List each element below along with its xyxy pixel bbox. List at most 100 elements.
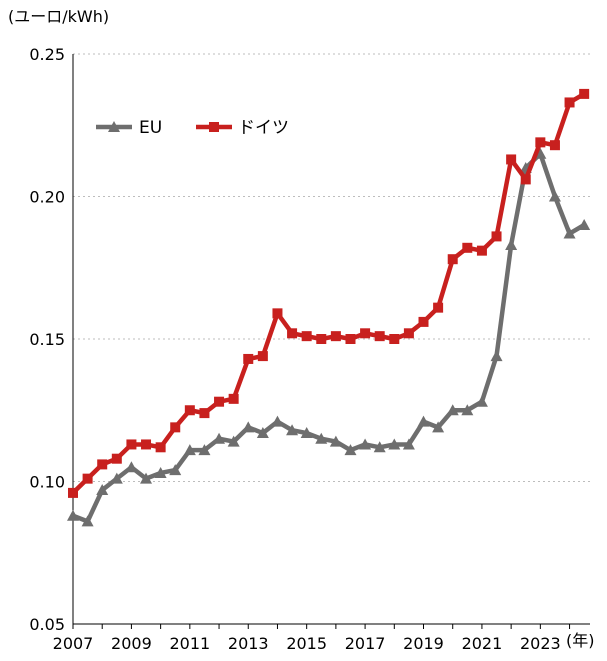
x-tick-label: 2015 xyxy=(286,634,327,653)
data-point xyxy=(227,435,240,447)
data-point xyxy=(402,438,415,450)
data-point xyxy=(329,435,342,447)
data-point xyxy=(564,97,575,108)
data-point xyxy=(271,415,284,427)
data-point xyxy=(475,395,488,407)
data-point xyxy=(301,331,312,342)
series-eu xyxy=(67,147,591,527)
data-point xyxy=(141,439,152,450)
data-point xyxy=(476,245,487,256)
data-point xyxy=(287,328,298,339)
data-point xyxy=(563,227,576,239)
axes xyxy=(72,54,590,625)
data-point xyxy=(272,308,283,319)
data-point xyxy=(446,404,459,416)
x-tick-label: 2011 xyxy=(169,634,210,653)
data-point xyxy=(315,432,328,444)
data-point xyxy=(213,432,226,444)
data-point xyxy=(214,396,225,407)
legend: EU ドイツ xyxy=(96,118,289,138)
data-point xyxy=(491,231,502,242)
data-point xyxy=(170,422,181,433)
x-tick-label: 2023 xyxy=(520,634,561,653)
data-point xyxy=(286,424,299,436)
data-point xyxy=(242,421,255,433)
data-point xyxy=(344,444,357,456)
data-point xyxy=(506,154,517,165)
x-axis-unit-label: (年) xyxy=(566,631,595,650)
x-tick-label: 2021 xyxy=(462,634,503,653)
x-tick-label: 2013 xyxy=(228,634,269,653)
data-point xyxy=(418,316,429,327)
y-axis-unit-label: (ユーロ/kWh) xyxy=(8,7,109,26)
y-tick-label: 0.25 xyxy=(29,45,65,64)
data-point xyxy=(96,484,109,496)
data-point xyxy=(549,140,560,151)
data-point xyxy=(388,438,401,450)
data-point xyxy=(578,219,591,230)
data-point xyxy=(447,254,458,265)
data-point xyxy=(316,334,327,344)
data-point xyxy=(433,302,444,313)
data-point xyxy=(154,466,167,478)
data-point xyxy=(111,453,122,464)
y-tick-label: 0.05 xyxy=(29,615,65,634)
y-tick-label: 0.20 xyxy=(29,188,65,207)
data-point xyxy=(403,328,414,339)
data-point xyxy=(183,444,196,456)
legend-item-eu: EU xyxy=(96,118,162,138)
data-point xyxy=(505,238,518,250)
y-axis-ticks: 0.25 0.20 0.15 0.10 0.05 xyxy=(29,45,65,634)
data-point xyxy=(126,439,137,450)
data-point xyxy=(199,408,210,419)
data-point xyxy=(184,405,195,416)
y-tick-label: 0.15 xyxy=(29,330,65,349)
data-point xyxy=(432,421,445,433)
data-point xyxy=(374,331,385,342)
data-point xyxy=(155,442,166,453)
data-point xyxy=(535,137,546,148)
data-point xyxy=(228,393,239,404)
y-tick-label: 0.10 xyxy=(29,473,65,492)
x-tick-label: 2019 xyxy=(403,634,444,653)
x-axis-ticks: 2007 2009 2011 2013 2015 2017 2019 2021 2023 xyxy=(53,624,571,653)
data-point xyxy=(345,334,356,344)
data-point xyxy=(140,472,153,484)
legend-item-germany: ドイツ xyxy=(196,118,289,138)
legend-label: ドイツ xyxy=(238,118,289,138)
data-point xyxy=(125,461,138,473)
data-point xyxy=(82,473,93,484)
data-point xyxy=(300,427,313,439)
data-point xyxy=(257,351,268,362)
data-point xyxy=(209,122,219,132)
x-tick-label: 2007 xyxy=(53,634,94,653)
data-point xyxy=(256,427,269,439)
data-point xyxy=(110,472,123,484)
data-point xyxy=(417,415,430,427)
data-point xyxy=(97,459,108,470)
series-layer xyxy=(67,88,591,527)
data-point xyxy=(373,441,386,453)
series-line xyxy=(70,91,587,496)
data-point xyxy=(108,121,120,132)
data-point xyxy=(68,487,78,498)
data-point xyxy=(520,174,531,185)
data-point xyxy=(461,404,474,416)
data-point xyxy=(579,88,590,99)
data-point xyxy=(67,509,79,521)
x-tick-label: 2009 xyxy=(111,634,152,653)
series-germany xyxy=(68,88,590,498)
data-point xyxy=(462,242,473,253)
data-point xyxy=(198,444,211,456)
data-point xyxy=(490,350,503,362)
data-point xyxy=(360,328,371,339)
data-point xyxy=(330,331,341,342)
data-point xyxy=(81,515,94,527)
data-point xyxy=(548,190,561,202)
data-point xyxy=(389,334,400,344)
data-point xyxy=(243,353,254,364)
legend-label: EU xyxy=(139,118,162,138)
data-point xyxy=(359,438,372,450)
x-tick-label: 2017 xyxy=(345,634,386,653)
